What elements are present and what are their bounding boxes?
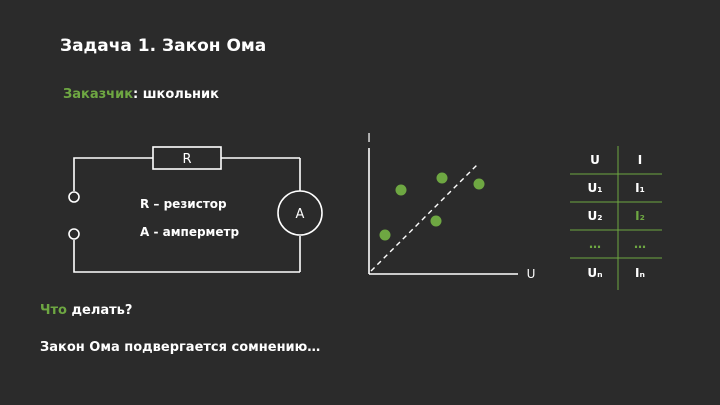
- customer-value: : школьник: [133, 87, 219, 102]
- y-axis-label: I: [367, 131, 371, 145]
- table-cell-ellipsis-i: …: [634, 237, 646, 251]
- data-point: [436, 172, 448, 184]
- scatter-plot: [368, 148, 518, 275]
- resistor-label: R: [182, 152, 191, 167]
- table-cell-i1: I₁: [635, 181, 645, 195]
- legend-ammeter: A - амперметр: [140, 225, 239, 239]
- table-cell-in: Iₙ: [635, 266, 645, 280]
- circuit-wire-bottom: [73, 240, 300, 273]
- data-points: [379, 172, 485, 241]
- legend-resistor: R – резистор: [140, 197, 227, 211]
- slide-title: Задача 1. Закон Ома: [60, 36, 267, 56]
- customer-line: Заказчик: школьник: [63, 87, 219, 102]
- data-table: [570, 146, 662, 290]
- table-cell-un: Uₙ: [587, 266, 602, 280]
- ammeter: [277, 190, 323, 236]
- terminal-bottom: [68, 228, 80, 240]
- table-header-u: U: [590, 153, 600, 167]
- resistor: [152, 146, 222, 170]
- table-cell-u1: U₁: [588, 181, 603, 195]
- statement-text: Закон Ома подвергается сомнению…: [40, 340, 321, 355]
- ammeter-label: A: [296, 207, 305, 222]
- question-highlight: Что: [40, 303, 67, 318]
- table-header-i: I: [638, 153, 642, 167]
- data-point: [430, 215, 442, 227]
- data-point: [395, 184, 407, 196]
- data-point: [379, 229, 391, 241]
- question-rest: делать?: [66, 303, 133, 318]
- table-cell-u2: U₂: [588, 209, 603, 223]
- circuit-wire-top: [73, 157, 153, 191]
- trend-line: [370, 163, 479, 272]
- terminal-top: [68, 191, 80, 203]
- customer-label: Заказчик: [63, 87, 134, 102]
- question-line: Что делать?: [40, 303, 132, 318]
- data-point: [473, 178, 485, 190]
- x-axis-label: U: [527, 267, 536, 281]
- circuit-diagram: [68, 146, 323, 273]
- table-cell-i2: I₂: [635, 209, 645, 223]
- table-cell-ellipsis-u: …: [589, 237, 601, 251]
